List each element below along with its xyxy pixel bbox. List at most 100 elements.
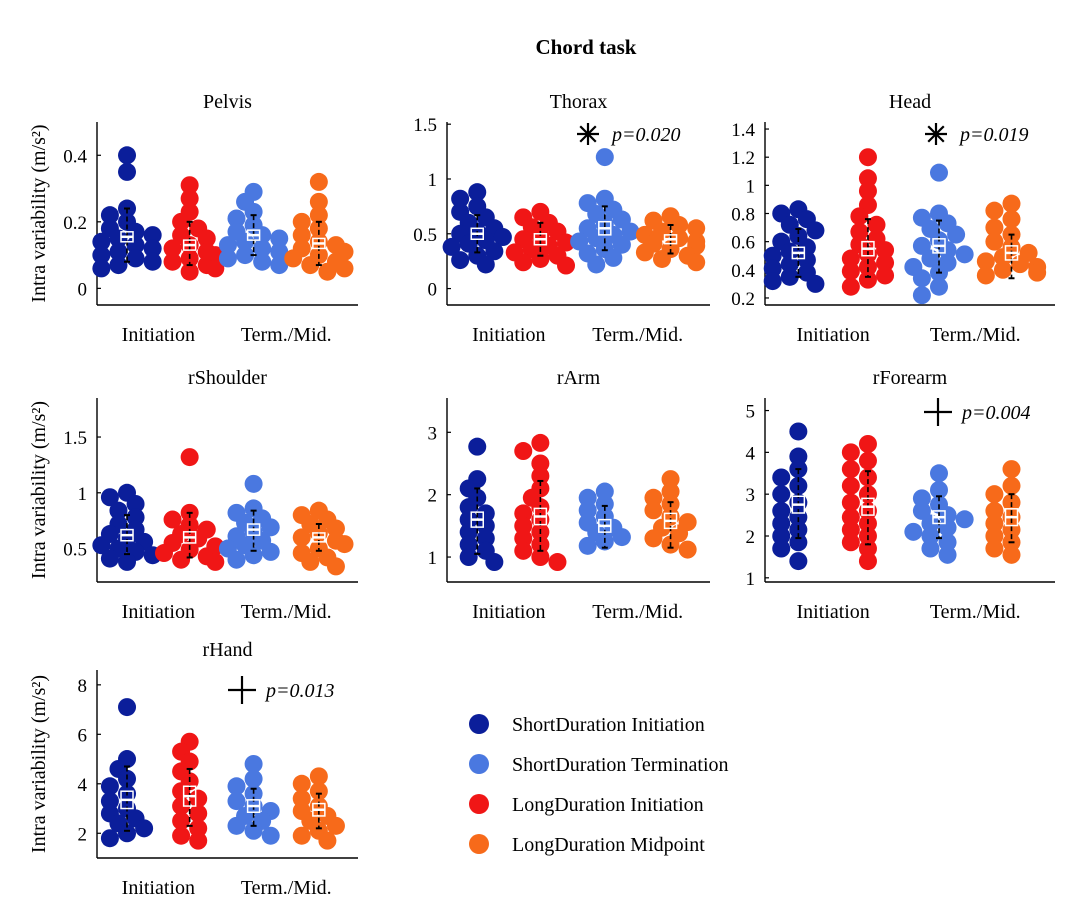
data-point bbox=[100, 488, 119, 507]
data-point bbox=[109, 501, 128, 520]
data-point bbox=[850, 207, 869, 226]
data-point bbox=[841, 533, 860, 552]
data-point bbox=[947, 225, 966, 244]
group-label-term-mid: Term./Mid. bbox=[592, 601, 683, 623]
data-point bbox=[197, 229, 216, 248]
data-point bbox=[985, 201, 1004, 220]
data-point bbox=[244, 821, 263, 840]
data-point bbox=[206, 259, 225, 278]
y-tick-label: 1.5 bbox=[413, 115, 437, 136]
figure-title: Chord task bbox=[536, 35, 637, 59]
data-point bbox=[100, 792, 119, 811]
data-point bbox=[459, 548, 478, 567]
data-point bbox=[912, 501, 931, 520]
data-point bbox=[621, 222, 640, 241]
series-longduration-midpoint bbox=[635, 207, 706, 272]
data-point bbox=[687, 219, 706, 238]
data-point bbox=[531, 535, 550, 554]
data-point bbox=[763, 246, 782, 265]
data-point bbox=[309, 782, 328, 801]
data-point bbox=[109, 256, 128, 275]
series-shortduration-initiation bbox=[459, 437, 504, 572]
data-point bbox=[163, 510, 182, 529]
data-point bbox=[531, 548, 550, 567]
data-point bbox=[227, 792, 246, 811]
data-point bbox=[858, 539, 877, 558]
data-point bbox=[595, 495, 614, 514]
data-point bbox=[789, 552, 808, 571]
data-point bbox=[493, 228, 512, 247]
data-point bbox=[92, 246, 111, 265]
data-point bbox=[476, 516, 495, 535]
data-point bbox=[244, 769, 263, 788]
data-point bbox=[301, 256, 320, 275]
group-label-initiation: Initiation bbox=[122, 324, 195, 346]
series-shortduration-termination bbox=[227, 755, 280, 845]
data-point bbox=[100, 549, 119, 568]
y-tick-label: 1 bbox=[428, 170, 438, 191]
data-point bbox=[772, 485, 791, 504]
data-point bbox=[172, 826, 191, 845]
y-tick-label: 3 bbox=[746, 485, 756, 506]
data-point bbox=[100, 777, 119, 796]
y-tick-label: 8 bbox=[78, 676, 88, 697]
data-point bbox=[92, 536, 111, 555]
data-point bbox=[1002, 210, 1021, 229]
p-value-label: p=0.020 bbox=[610, 124, 681, 146]
data-point bbox=[921, 249, 940, 268]
y-tick-label: 6 bbox=[78, 725, 88, 746]
data-point bbox=[92, 259, 111, 278]
data-point bbox=[135, 819, 154, 838]
y-tick-label: 1.2 bbox=[731, 148, 755, 169]
data-point bbox=[292, 212, 311, 231]
data-point bbox=[118, 552, 137, 571]
data-point bbox=[993, 260, 1012, 279]
data-point bbox=[451, 251, 470, 270]
data-point bbox=[938, 533, 957, 552]
data-point bbox=[270, 229, 289, 248]
data-point bbox=[976, 252, 995, 271]
data-point bbox=[955, 245, 974, 264]
data-point bbox=[335, 535, 354, 554]
data-point bbox=[921, 527, 940, 545]
data-point bbox=[514, 516, 533, 535]
data-point bbox=[292, 774, 311, 793]
data-point bbox=[806, 274, 825, 293]
data-point bbox=[318, 831, 337, 850]
data-point bbox=[244, 202, 263, 221]
data-point bbox=[985, 514, 1004, 533]
data-point bbox=[189, 804, 208, 823]
data-point bbox=[244, 474, 263, 493]
data-point bbox=[227, 550, 246, 569]
panel-title: Thorax bbox=[550, 91, 608, 113]
panel-title: rForearm bbox=[873, 367, 948, 389]
panel-title: Pelvis bbox=[203, 91, 252, 113]
data-point bbox=[806, 221, 825, 240]
data-point bbox=[644, 501, 663, 520]
data-point bbox=[514, 541, 533, 560]
y-tick-label: 0.6 bbox=[731, 233, 755, 254]
data-point bbox=[612, 235, 631, 254]
series-shortduration-termination bbox=[904, 464, 974, 564]
data-point bbox=[841, 493, 860, 512]
data-point bbox=[180, 262, 199, 281]
data-point bbox=[841, 460, 860, 479]
y-axis-label: Intra variability (m/s²) bbox=[28, 675, 50, 853]
data-point bbox=[653, 249, 671, 268]
data-point bbox=[126, 236, 145, 255]
data-point bbox=[876, 266, 895, 285]
series-longduration-initiation bbox=[841, 435, 877, 571]
data-point bbox=[514, 504, 533, 523]
panel-pelvis: Pelvis 0 0.2 0.4 Intra variability (m/s²) Ini… bbox=[28, 91, 358, 346]
series-shortduration-termination bbox=[570, 148, 640, 274]
data-point bbox=[876, 253, 895, 272]
data-point bbox=[930, 464, 948, 483]
data-point bbox=[557, 256, 576, 275]
data-point bbox=[459, 535, 478, 554]
y-tick-label: 2 bbox=[78, 824, 88, 845]
data-point bbox=[985, 527, 1004, 545]
data-point bbox=[661, 470, 680, 489]
data-point bbox=[557, 233, 576, 252]
group-label-term-mid: Term./Mid. bbox=[592, 324, 683, 346]
